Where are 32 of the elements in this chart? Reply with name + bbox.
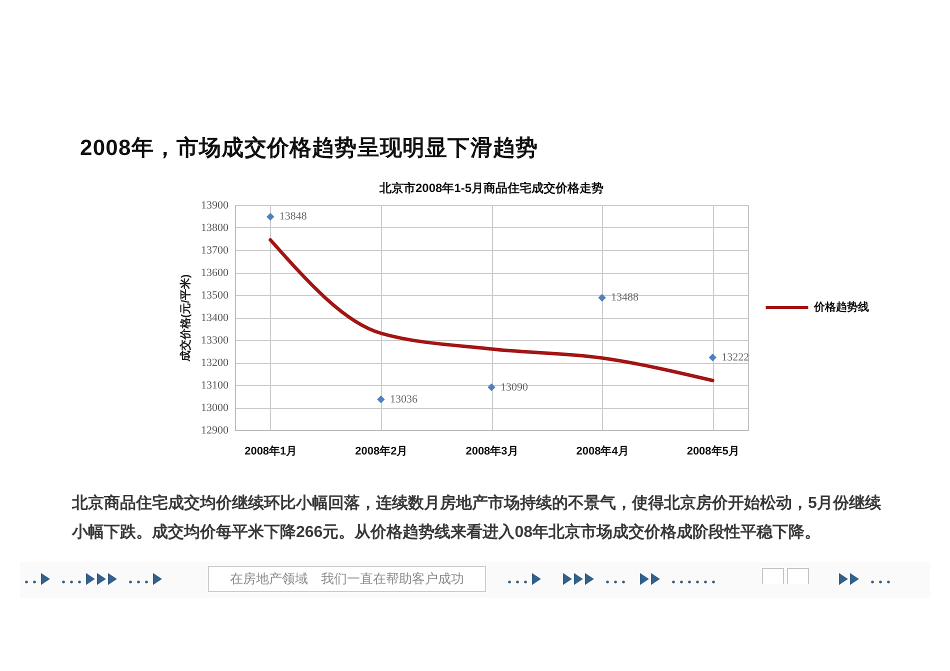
point bbox=[708, 354, 716, 362]
y-tick-label: 13000 bbox=[201, 402, 229, 414]
y-tick-label: 13600 bbox=[201, 267, 229, 279]
x-tick-label: 2008年1月 bbox=[244, 444, 298, 458]
y-axis-title: 成交价格(元/平米) bbox=[179, 274, 192, 363]
data-label: 13036 bbox=[390, 393, 418, 406]
x-tick-label: 2008年4月 bbox=[576, 444, 629, 458]
chart-title: 2008年，市场成交价格趋势呈现明显下滑趋势 bbox=[80, 134, 538, 162]
y-tick-label: 13100 bbox=[201, 380, 229, 392]
x-tick-label: 2008年2月 bbox=[355, 444, 408, 458]
y-tick-label: 13500 bbox=[201, 290, 229, 302]
y-tick-label: 13700 bbox=[201, 244, 229, 256]
y-tick-label: 12900 bbox=[201, 424, 229, 436]
y-tick-label: 13200 bbox=[201, 357, 229, 369]
data-label: 13488 bbox=[611, 292, 640, 304]
line-series bbox=[268, 238, 714, 382]
y-tick-label: 13300 bbox=[201, 334, 229, 346]
y-tick-label: 13900 bbox=[201, 200, 229, 212]
y-tick-label: 13800 bbox=[201, 222, 229, 234]
point bbox=[488, 383, 496, 392]
text: 在房地产领域 我们一直在帮助客户成功 bbox=[208, 566, 486, 592]
point bbox=[598, 294, 606, 302]
legend-label: 价格趋势线 bbox=[813, 300, 869, 314]
point bbox=[377, 396, 385, 404]
y-tick-label: 13400 bbox=[201, 312, 229, 324]
text: 北京商品住宅成交均价继续环比小幅回落，连续数月房地产市场持续的不景气，使得北京房价开始松动，5月份继续小幅下跌。成交均价每平米下降266元。从价格趋势线来看进入08年北京市场成交价格成阶段性平稳下降。 bbox=[72, 493, 882, 543]
data-label: 13848 bbox=[279, 210, 308, 223]
point bbox=[266, 212, 274, 221]
x-tick-label: 2008年5月 bbox=[686, 444, 740, 458]
data-label: 13222 bbox=[722, 352, 750, 364]
data-label: 13090 bbox=[500, 381, 528, 394]
x-tick-label: 2008年3月 bbox=[466, 444, 518, 458]
